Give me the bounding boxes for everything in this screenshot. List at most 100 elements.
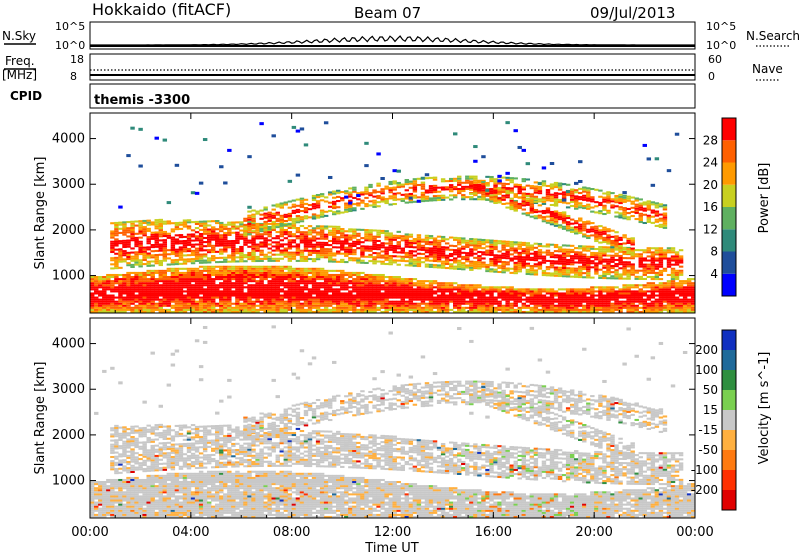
range-cell — [190, 251, 196, 254]
range-cell — [489, 306, 494, 309]
range-cell — [186, 292, 192, 295]
range-cell — [194, 247, 200, 250]
range-cell — [440, 298, 446, 301]
range-cell — [239, 258, 244, 261]
range-cell — [457, 183, 462, 186]
range-cell — [541, 182, 547, 185]
range-cell — [513, 304, 518, 307]
range-cell — [578, 225, 583, 228]
range-cell — [344, 250, 349, 253]
range-cell — [598, 231, 603, 234]
range-cell — [247, 271, 252, 274]
range-cell — [150, 235, 155, 238]
range-cell — [428, 296, 434, 299]
range-cell — [424, 189, 430, 192]
range-cell — [126, 258, 131, 261]
range-cell — [110, 267, 115, 270]
range-cell — [235, 286, 240, 289]
range-cell — [424, 284, 430, 287]
range-cell — [416, 196, 422, 199]
range-cell — [461, 294, 466, 297]
range-cell — [138, 271, 143, 274]
range-cell — [315, 286, 321, 289]
range-cell — [271, 280, 276, 283]
range-cell — [485, 292, 490, 295]
range-cell — [90, 310, 95, 313]
range-cell — [243, 267, 248, 270]
range-cell — [465, 245, 470, 248]
range-cell — [162, 292, 168, 295]
range-cell — [134, 288, 139, 291]
range-cell — [307, 276, 313, 279]
range-cell — [465, 300, 470, 303]
range-cell — [90, 294, 95, 297]
range-cell — [215, 234, 220, 237]
range-cell — [311, 296, 317, 299]
range-cell — [263, 231, 268, 234]
range-cell — [457, 192, 462, 195]
range-cell — [166, 286, 172, 289]
range-cell — [150, 231, 155, 234]
range-cell — [219, 304, 224, 307]
range-cell — [174, 276, 180, 279]
range-cell — [461, 290, 466, 293]
range-cell — [166, 288, 172, 291]
range-cell — [497, 260, 502, 263]
range-cell — [557, 201, 563, 204]
range-cell — [267, 290, 272, 293]
range-cell — [432, 237, 438, 240]
range-cell — [279, 271, 284, 274]
range-cell — [287, 290, 293, 293]
range-cell — [223, 236, 228, 239]
range-cell — [396, 243, 401, 246]
range-cell — [444, 246, 450, 249]
range-cell — [283, 310, 289, 313]
range-cell — [614, 205, 619, 208]
range-cell — [634, 249, 639, 252]
range-cell — [267, 298, 272, 301]
range-cell — [578, 276, 583, 279]
range-cell — [267, 304, 272, 307]
range-cell — [134, 273, 139, 277]
range-cell — [626, 269, 631, 272]
range-cell — [275, 231, 280, 234]
range-cell — [578, 202, 583, 205]
range-cell — [202, 241, 208, 244]
range-cell — [392, 296, 397, 299]
range-cell — [344, 296, 349, 299]
range-cell — [348, 250, 353, 253]
range-cell — [311, 304, 317, 307]
range-cell — [287, 179, 293, 183]
range-cell — [380, 286, 385, 289]
range-cell — [319, 215, 325, 218]
range-cell — [509, 271, 514, 274]
range-cell — [505, 178, 510, 181]
range-cell — [586, 300, 591, 303]
range-cell — [489, 188, 494, 191]
range-cell — [569, 230, 575, 233]
range-cell — [211, 244, 216, 247]
range-cell — [251, 230, 256, 233]
range-cell — [364, 304, 369, 307]
range-cell — [174, 242, 180, 245]
range-cell — [457, 306, 462, 309]
range-cell — [477, 298, 482, 301]
range-cell — [303, 302, 309, 305]
range-cell — [505, 248, 510, 252]
range-cell — [525, 184, 531, 187]
range-cell — [352, 296, 357, 299]
range-cell — [243, 308, 248, 311]
range-cell — [404, 243, 410, 246]
range-cell — [102, 280, 107, 283]
range-cell — [247, 221, 252, 224]
range-cell — [231, 292, 236, 295]
range-cell — [267, 226, 272, 229]
range-cell — [263, 284, 268, 287]
range-cell — [626, 199, 631, 202]
range-cell — [565, 221, 571, 224]
range-cell — [340, 300, 345, 303]
range-cell — [436, 300, 442, 303]
range-cell — [376, 182, 381, 185]
range-cell — [259, 276, 264, 279]
range-cell — [134, 282, 139, 285]
